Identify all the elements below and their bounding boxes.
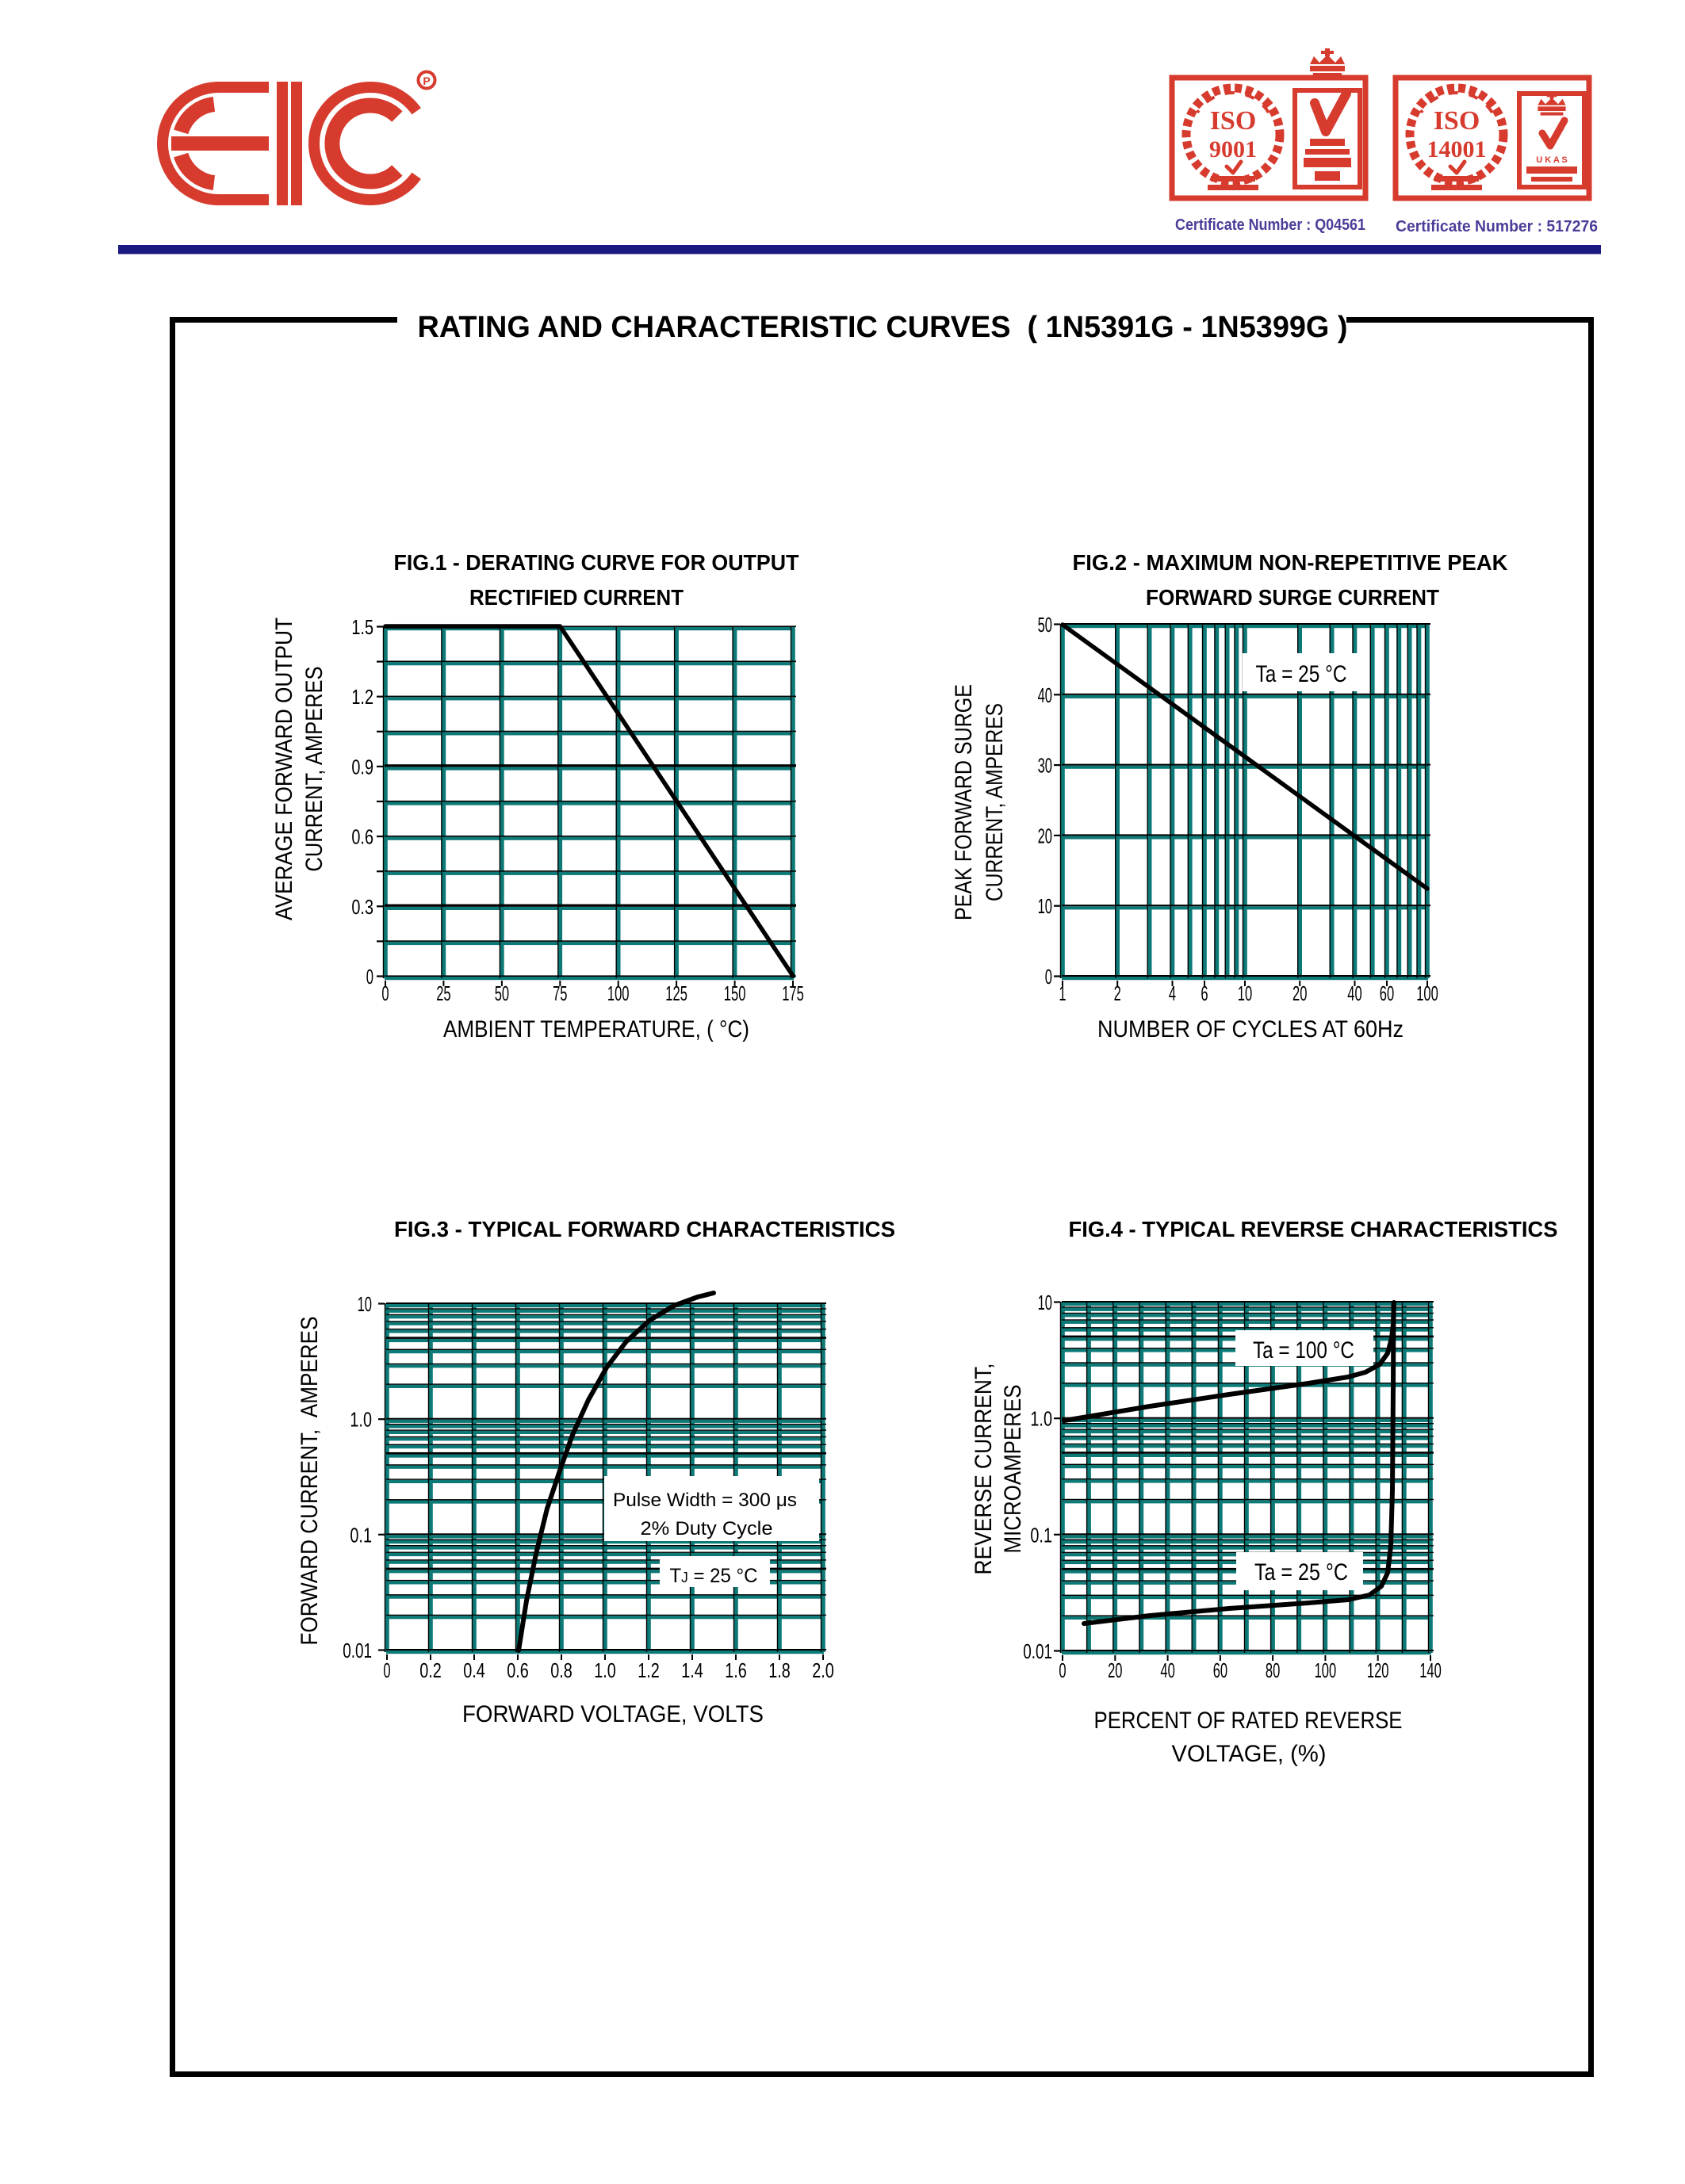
svg-text:VOLTAGE, (%): VOLTAGE, (%) [1172, 1741, 1327, 1767]
svg-text:10: 10 [1238, 981, 1252, 1005]
svg-text:CURRENT, AMPERES: CURRENT, AMPERES [982, 703, 1008, 901]
svg-text:100: 100 [1315, 1658, 1337, 1682]
svg-text:PERCENT OF RATED REVERSE: PERCENT OF RATED REVERSE [1094, 1708, 1403, 1734]
svg-text:FORWARD CURRENT, AMPERES: FORWARD CURRENT, AMPERES [297, 1317, 323, 1646]
svg-text:FIG.3 - TYPICAL FORWARD CHARAC: FIG.3 - TYPICAL FORWARD CHARACTERISTICS [394, 1217, 895, 1241]
svg-text:NUMBER OF CYCLES AT 60Hz: NUMBER OF CYCLES AT 60Hz [1097, 1016, 1404, 1042]
svg-text:100: 100 [607, 981, 630, 1005]
svg-text:Ta = 25 °C: Ta = 25 °C [1256, 661, 1347, 687]
svg-text:FORWARD VOLTAGE, VOLTS: FORWARD VOLTAGE, VOLTS [462, 1701, 764, 1727]
svg-text:0.4: 0.4 [463, 1658, 485, 1682]
svg-text:20: 20 [1038, 824, 1052, 847]
svg-text:Ta = 25 °C: Ta = 25 °C [1254, 1559, 1348, 1585]
svg-text:0.9: 0.9 [351, 755, 373, 778]
svg-text:40: 40 [1347, 981, 1361, 1005]
svg-text:CURRENT, AMPERES: CURRENT, AMPERES [301, 667, 327, 872]
svg-text:2.0: 2.0 [812, 1658, 834, 1682]
svg-text:0.3: 0.3 [351, 895, 373, 919]
svg-text:120: 120 [1367, 1658, 1389, 1682]
svg-text:1.5: 1.5 [351, 615, 373, 639]
svg-text:10: 10 [1038, 894, 1052, 918]
svg-text:1.0: 1.0 [1030, 1407, 1052, 1431]
svg-text:75: 75 [553, 981, 567, 1005]
svg-text:PEAK FORWARD SURGE: PEAK FORWARD SURGE [951, 684, 977, 920]
svg-text:FORWARD SURGE CURRENT: FORWARD SURGE CURRENT [1146, 585, 1439, 610]
svg-text:30: 30 [1038, 754, 1052, 778]
svg-text:Ta = 100 °C: Ta = 100 °C [1253, 1337, 1354, 1364]
svg-text:2% Duty Cycle: 2% Duty Cycle [641, 1518, 773, 1540]
svg-text:40: 40 [1160, 1658, 1174, 1682]
svg-text:50: 50 [495, 981, 509, 1005]
svg-text:REVERSE CURRENT,: REVERSE CURRENT, [971, 1364, 997, 1575]
svg-text:FIG.4 - TYPICAL REVERSE CHARAC: FIG.4 - TYPICAL REVERSE CHARACTERISTICS [1069, 1217, 1558, 1241]
svg-text:P: P [423, 75, 430, 87]
svg-text:0: 0 [1045, 965, 1052, 989]
svg-text:125: 125 [665, 981, 687, 1005]
svg-text:1: 1 [1059, 981, 1066, 1005]
svg-text:Certificate Number : Q04561: Certificate Number : Q04561 [1175, 216, 1365, 234]
svg-text:60: 60 [1213, 1658, 1227, 1682]
svg-text:1.6: 1.6 [725, 1658, 747, 1682]
svg-text:0.8: 0.8 [550, 1658, 573, 1682]
svg-text:0.01: 0.01 [343, 1639, 372, 1662]
svg-text:14001: 14001 [1427, 136, 1487, 163]
svg-text:0: 0 [381, 981, 389, 1005]
svg-text:1.2: 1.2 [351, 685, 373, 709]
svg-text:80: 80 [1266, 1658, 1280, 1682]
svg-text:1.0: 1.0 [594, 1658, 616, 1682]
svg-text:175: 175 [782, 981, 804, 1005]
svg-text:Pulse Width = 300 μs: Pulse Width = 300 μs [613, 1490, 797, 1511]
svg-text:0: 0 [1059, 1658, 1066, 1682]
svg-text:1.0: 1.0 [350, 1408, 372, 1432]
svg-text:0.6: 0.6 [507, 1658, 529, 1682]
svg-text:0.01: 0.01 [1023, 1639, 1052, 1663]
svg-text:ISO: ISO [1434, 106, 1480, 136]
svg-text:1.4: 1.4 [681, 1658, 703, 1682]
svg-text:1.2: 1.2 [638, 1658, 660, 1682]
svg-text:9001: 9001 [1209, 136, 1257, 163]
svg-text:MICROAMPERES: MICROAMPERES [1000, 1385, 1026, 1554]
svg-text:20: 20 [1108, 1658, 1122, 1682]
svg-text:40: 40 [1038, 683, 1052, 707]
svg-text:100: 100 [1416, 981, 1438, 1005]
svg-text:0: 0 [366, 965, 373, 989]
svg-text:0.1: 0.1 [350, 1523, 372, 1547]
svg-text:1.8: 1.8 [768, 1658, 791, 1682]
svg-text:25: 25 [436, 981, 450, 1005]
svg-text:RATING AND CHARACTERISTIC CURV: RATING AND CHARACTERISTIC CURVES ( 1N539… [418, 311, 1348, 344]
svg-text:FIG.1 - DERATING CURVE FOR OUT: FIG.1 - DERATING CURVE FOR OUTPUT [394, 550, 799, 575]
svg-text:140: 140 [1419, 1658, 1442, 1682]
svg-text:10: 10 [358, 1292, 372, 1316]
svg-text:4: 4 [1169, 981, 1176, 1005]
svg-text:AMBIENT TEMPERATURE, ( °C): AMBIENT TEMPERATURE, ( °C) [443, 1016, 749, 1042]
svg-text:AVERAGE FORWARD OUTPUT: AVERAGE FORWARD OUTPUT [271, 618, 297, 920]
svg-text:0.2: 0.2 [419, 1658, 442, 1682]
svg-text:U K A S: U K A S [1536, 155, 1568, 165]
svg-text:20: 20 [1292, 981, 1307, 1005]
svg-text:Certificate Number : 517276: Certificate Number : 517276 [1396, 218, 1598, 235]
svg-text:RECTIFIED CURRENT: RECTIFIED CURRENT [469, 585, 684, 610]
svg-text:FIG.2 - MAXIMUM NON-REPETITIVE: FIG.2 - MAXIMUM NON-REPETITIVE PEAK [1073, 550, 1508, 575]
svg-text:0: 0 [383, 1658, 390, 1682]
svg-text:2: 2 [1114, 981, 1121, 1005]
svg-text:6: 6 [1201, 981, 1208, 1005]
svg-text:ISO: ISO [1210, 106, 1257, 136]
svg-text:150: 150 [724, 981, 746, 1005]
svg-text:60: 60 [1380, 981, 1394, 1005]
svg-text:10: 10 [1038, 1291, 1052, 1314]
svg-text:0.6: 0.6 [351, 825, 373, 849]
svg-text:50: 50 [1038, 613, 1052, 637]
svg-text:0.1: 0.1 [1030, 1523, 1052, 1547]
